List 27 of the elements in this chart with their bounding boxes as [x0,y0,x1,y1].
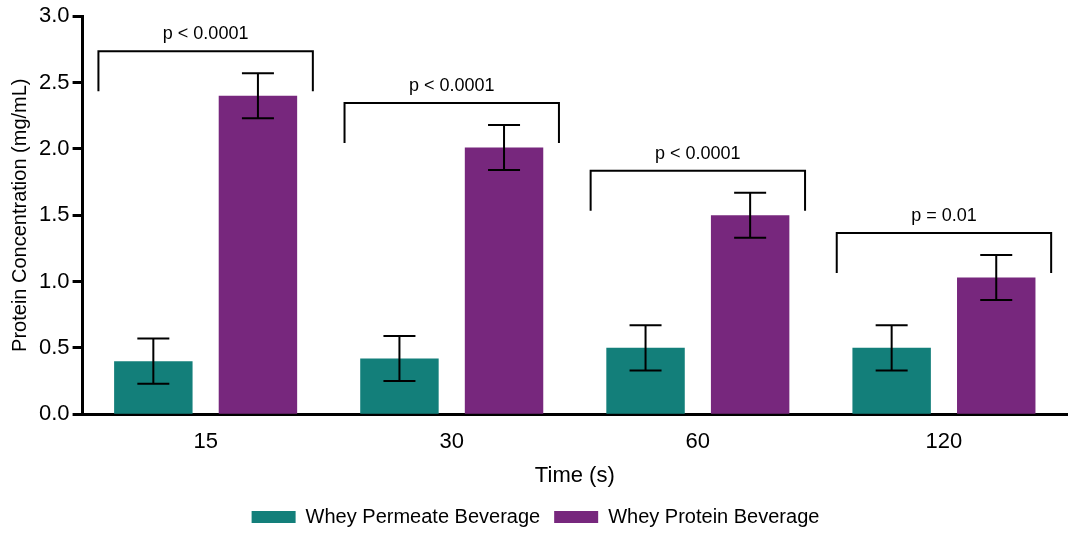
bar [957,277,1036,414]
x-tick-label: 60 [685,428,711,454]
bar [218,95,298,414]
y-tick-label: 1.5 [38,201,70,227]
x-tick-label: 15 [193,428,218,454]
y-tick-label: 0.5 [38,333,70,359]
bar [852,347,931,414]
bar [360,358,439,414]
bar [114,361,193,414]
annotation: p < 0.0001 [162,23,249,44]
annotation: p = 0.01 [911,204,977,225]
y-tick-label: 0.0 [38,400,70,426]
legend-label: Whey Permeate Beverage [305,504,541,527]
y-tick-label: 2.5 [38,68,70,94]
bar [464,147,544,414]
y-axis-title: Protein Concentration (mg/mL) [7,78,30,352]
legend-label: Whey Protein Beverage [608,504,820,527]
bar [606,347,685,414]
x-axis-title: Time (s) [534,461,615,487]
y-tick-label: 1.0 [38,267,70,293]
annotation: p < 0.0001 [408,74,495,95]
y-tick-label: 3.0 [38,2,70,28]
x-tick-label: 120 [925,428,963,454]
y-tick-label: 2.0 [38,134,70,160]
annotation: p < 0.0001 [655,142,741,163]
x-tick-label: 30 [439,428,464,454]
bar [710,215,790,414]
